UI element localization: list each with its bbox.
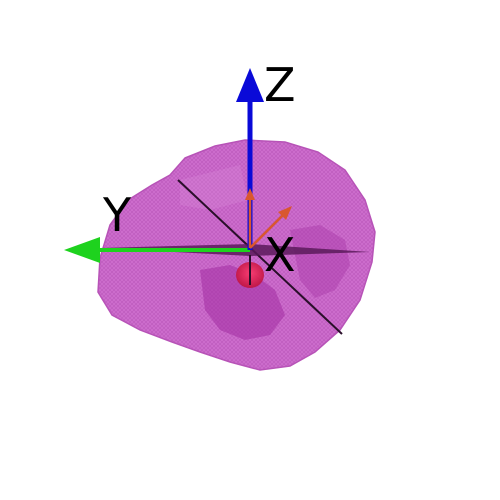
mesh-shadow-region — [200, 265, 285, 340]
axis-arrowhead-x — [278, 206, 292, 220]
axis-label-x: X — [264, 228, 296, 282]
axis-arrowhead-y — [64, 237, 100, 263]
axis-label-z: Z — [264, 58, 296, 112]
local-axis-up-head — [245, 188, 255, 200]
cut-line — [177, 179, 343, 335]
axis-arrowhead-z — [236, 68, 264, 102]
axis-label-y: Y — [103, 188, 132, 242]
mesh-shadow-region — [290, 225, 350, 298]
axis-arrow-x — [249, 212, 286, 249]
